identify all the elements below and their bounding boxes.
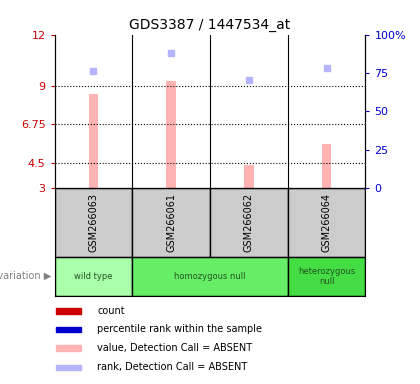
Text: GSM266064: GSM266064 — [322, 193, 331, 252]
Bar — [166, 81, 176, 188]
Bar — [132, 257, 288, 296]
Bar — [89, 94, 98, 188]
Bar — [132, 188, 210, 257]
Bar — [56, 326, 81, 333]
Bar — [56, 308, 81, 314]
Text: genotype/variation ▶: genotype/variation ▶ — [0, 271, 52, 281]
Text: wild type: wild type — [74, 272, 113, 281]
Text: homozygous null: homozygous null — [174, 272, 246, 281]
Bar — [55, 188, 132, 257]
Bar — [210, 188, 288, 257]
Bar — [288, 257, 365, 296]
Text: percentile rank within the sample: percentile rank within the sample — [97, 324, 262, 334]
Bar — [322, 144, 331, 188]
Bar — [55, 257, 132, 296]
Title: GDS3387 / 1447534_at: GDS3387 / 1447534_at — [129, 18, 291, 32]
Bar — [56, 345, 81, 351]
Bar — [244, 165, 254, 188]
Text: GSM266061: GSM266061 — [166, 193, 176, 252]
Text: GSM266063: GSM266063 — [89, 193, 98, 252]
Bar — [288, 188, 365, 257]
Text: GSM266062: GSM266062 — [244, 193, 254, 252]
Text: value, Detection Call = ABSENT: value, Detection Call = ABSENT — [97, 343, 252, 353]
Text: rank, Detection Call = ABSENT: rank, Detection Call = ABSENT — [97, 362, 248, 372]
Bar — [56, 364, 81, 371]
Text: heterozygous
null: heterozygous null — [298, 267, 355, 286]
Text: count: count — [97, 306, 125, 316]
